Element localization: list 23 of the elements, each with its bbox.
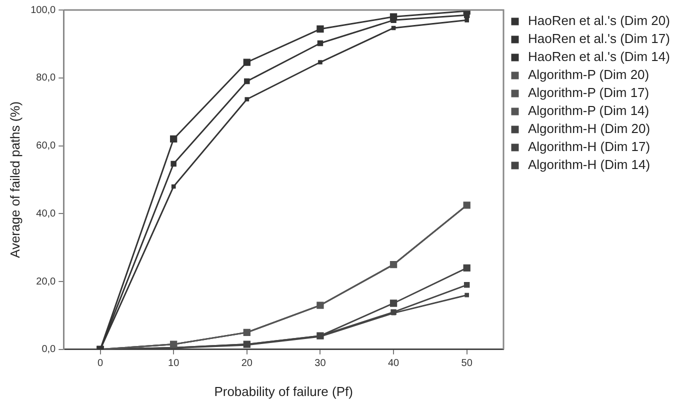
- legend-label: Algorithm-P (Dim 20): [528, 67, 650, 82]
- legend-label: Algorithm-H (Dim 17): [528, 139, 650, 154]
- legend-label: Algorithm-P (Dim 14): [528, 103, 650, 118]
- y-axis-title: Average of failed paths (%): [7, 101, 22, 258]
- x-tick-label: 50: [461, 358, 473, 370]
- legend-label: Algorithm-H (Dim 14): [528, 157, 650, 172]
- y-tick-label: 40,0: [36, 208, 56, 220]
- y-tick-label: 0,0: [42, 344, 56, 356]
- legend-label: HaoRen et al.'s (Dim 14): [528, 49, 670, 64]
- x-tick-label: 30: [314, 358, 326, 370]
- y-tick-label: 60,0: [36, 140, 56, 152]
- y-tick-label: 100,0: [30, 4, 56, 16]
- legend-label: Algorithm-P (Dim 17): [528, 85, 650, 100]
- x-tick-label: 40: [388, 358, 400, 370]
- y-tick-label: 80,0: [36, 72, 56, 84]
- y-tick-label: 20,0: [36, 276, 56, 288]
- x-tick-label: 0: [98, 358, 104, 370]
- x-tick-label: 20: [241, 358, 253, 370]
- x-tick-label: 10: [168, 358, 180, 370]
- x-axis-title: Probability of failure (Pf): [214, 384, 353, 399]
- legend-label: Algorithm-H (Dim 20): [528, 121, 650, 136]
- legend-label: HaoRen et al.'s (Dim 20): [528, 13, 670, 28]
- legend-label: HaoRen et al.'s (Dim 17): [528, 31, 670, 46]
